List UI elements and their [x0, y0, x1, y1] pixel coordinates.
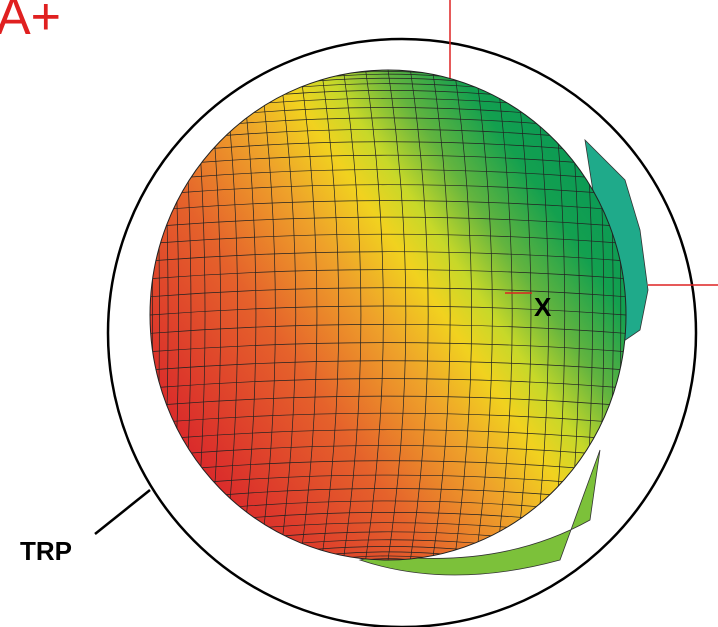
measure-label: TRP [20, 536, 72, 566]
sphere [150, 70, 626, 560]
axis-label: X [534, 292, 552, 322]
panel-label: A+ [0, 0, 61, 46]
pointer-line [95, 490, 150, 534]
page: X A+ TRP (() => { const data = JSON.pars… [0, 0, 718, 627]
mesh-line [146, 70, 148, 560]
figure: X A+ TRP [0, 0, 718, 627]
